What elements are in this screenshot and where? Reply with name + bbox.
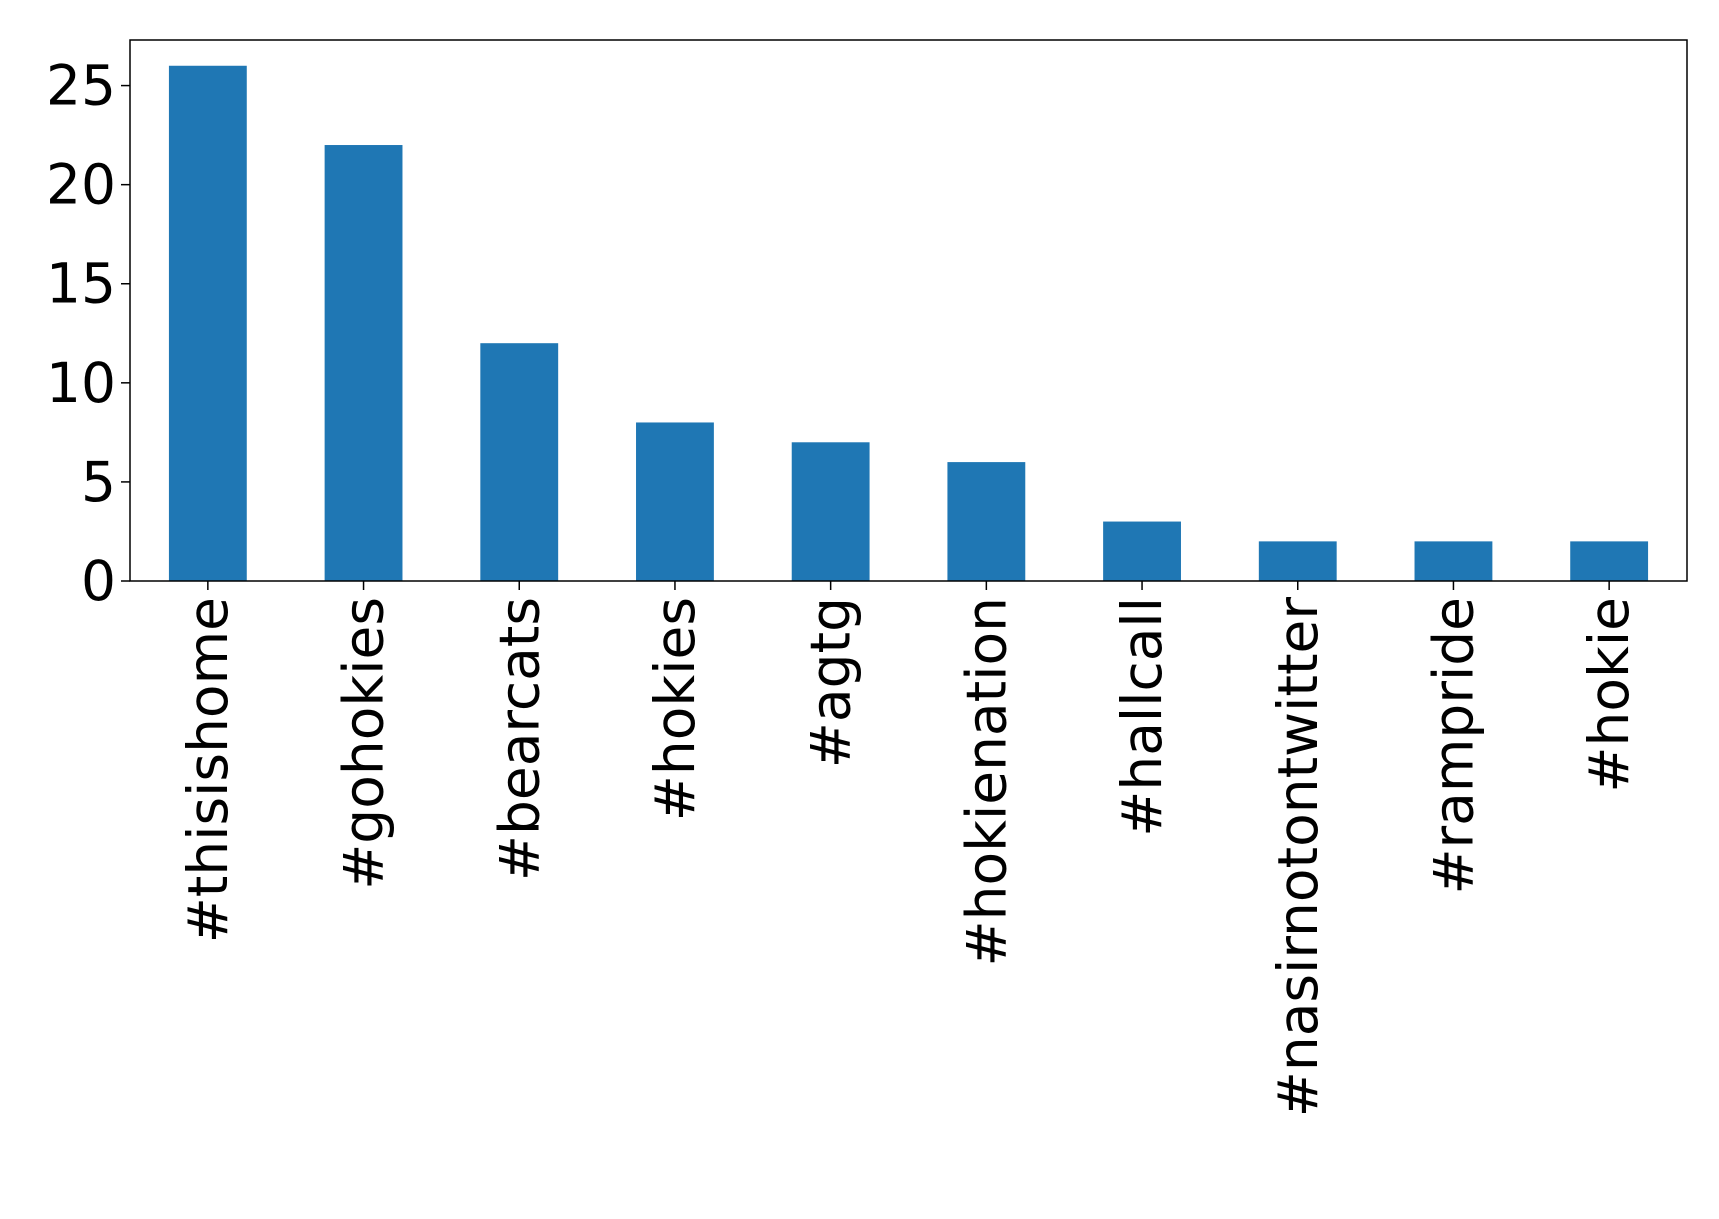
- y-tick-label: 5: [81, 450, 116, 514]
- bar: [1570, 541, 1649, 581]
- x-tick-label: #agtg: [799, 597, 863, 768]
- bar: [791, 442, 870, 581]
- bar: [168, 65, 247, 581]
- x-tick-label: #hokies: [643, 597, 707, 821]
- y-tick-label: 10: [46, 351, 116, 415]
- y-tick-label: 20: [46, 153, 116, 217]
- x-tick-label: #nasirnotontwitter: [1266, 597, 1330, 1118]
- bar: [324, 145, 403, 581]
- bar: [636, 422, 714, 581]
- x-tick-label: #hokienation: [954, 597, 1018, 966]
- x-tick-label: #gohokies: [332, 597, 396, 890]
- y-tick-label: 15: [46, 252, 116, 316]
- x-tick-label: #bearcats: [487, 597, 551, 881]
- x-tick-label: #thisishome: [176, 597, 240, 943]
- bar: [480, 343, 559, 581]
- bar: [947, 462, 1026, 581]
- x-tick-label: #hokie: [1577, 597, 1641, 793]
- x-tick-label: #hallcall: [1110, 597, 1174, 837]
- bar: [1258, 541, 1337, 581]
- y-tick-label: 25: [46, 54, 116, 118]
- bar: [1103, 521, 1181, 581]
- x-tick-label: #rampride: [1421, 597, 1485, 895]
- plot-frame: [129, 39, 1688, 582]
- bar: [1414, 541, 1493, 581]
- y-tick-label: 0: [81, 549, 116, 613]
